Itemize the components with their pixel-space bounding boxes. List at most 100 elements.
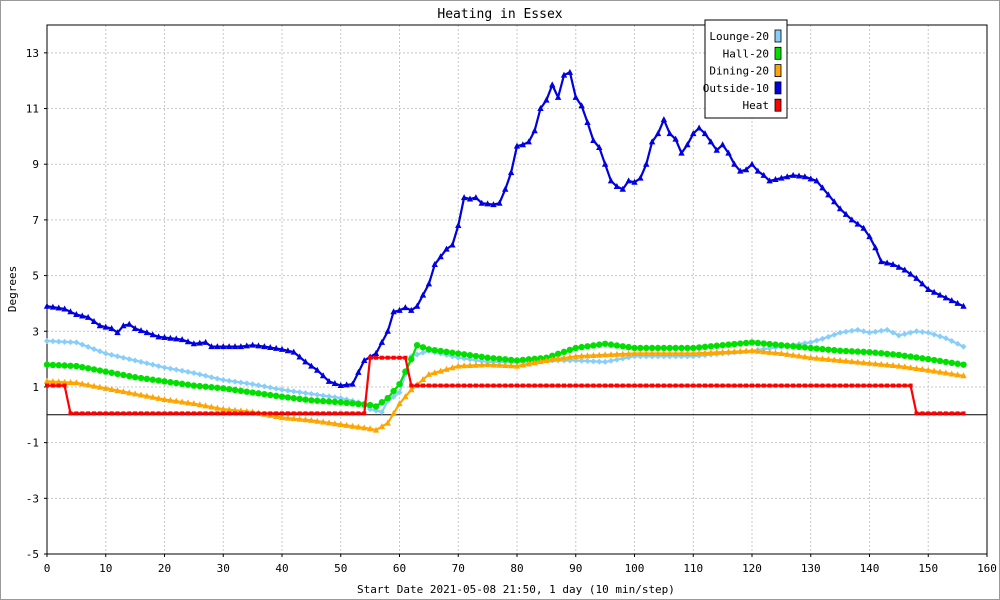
data-point [531,127,538,134]
data-point [244,411,249,416]
data-point [954,371,961,378]
data-point [895,332,902,339]
data-point [883,361,891,368]
data-point [908,383,913,388]
data-point [249,389,256,396]
data-point [214,343,221,350]
data-point [155,394,162,401]
data-point [325,419,333,426]
data-point [619,185,626,192]
data-point [532,383,537,388]
legend-label: Outside-10 [703,82,769,95]
data-point [631,344,638,352]
data-point [954,340,961,347]
data-point [61,338,68,345]
series-group [43,68,967,433]
data-point [556,383,561,388]
data-point [631,350,638,357]
data-point [814,383,819,388]
legend: Lounge-20 Hall-20 Dining-20 Outside-10 Heat [703,19,788,119]
data-point [879,383,884,388]
data-point [537,358,544,365]
data-point [397,355,402,360]
data-point [137,374,145,382]
data-point [290,415,297,422]
data-point [196,382,203,390]
data-point [319,418,327,425]
y-tick-label: 9 [32,158,39,171]
data-point [678,350,685,357]
data-point [836,205,844,212]
data-point [560,348,568,356]
data-point [97,411,102,416]
data-point [778,341,785,349]
data-point [913,354,920,361]
data-point [867,383,872,388]
data-point [327,411,331,416]
data-point [349,422,356,429]
data-point [878,350,885,357]
data-point [883,259,891,266]
data-point [155,377,162,384]
data-point [913,365,920,372]
data-point [960,302,967,309]
data-point [120,354,127,361]
data-point [49,378,57,385]
legend-swatch [774,64,782,77]
data-point [120,322,127,329]
data-point [801,353,809,360]
data-point [525,138,532,145]
data-point [601,351,609,358]
data-point [737,167,744,174]
data-point [202,402,209,409]
data-point [190,400,198,407]
data-point [331,420,339,427]
data-point [848,216,856,223]
data-point [954,360,961,367]
data-point [490,355,497,362]
data-point [550,383,555,388]
data-point [120,388,127,395]
data-point [607,341,615,348]
data-point [961,411,966,416]
data-point [79,312,86,319]
data-point [443,348,450,356]
data-point [666,130,673,137]
x-tick-label: 50 [334,562,347,575]
data-point [926,411,931,416]
data-point [455,362,462,369]
data-point [50,383,55,388]
data-point [131,390,139,397]
data-point [408,355,415,363]
data-point [196,371,203,378]
data-point [319,372,327,379]
data-point [866,329,873,336]
data-point [214,384,221,391]
data-point [114,387,121,394]
data-point [831,356,838,363]
data-point [496,361,503,368]
data-point [878,258,885,265]
data-point [667,383,672,388]
data-point [261,383,268,390]
data-point [372,403,380,410]
data-point [525,360,532,367]
data-point [96,348,103,355]
data-point [231,386,239,394]
data-point [836,356,844,363]
legend-label: Dining-20 [709,65,769,78]
data-point [456,383,461,388]
data-point [525,356,532,363]
data-point [331,394,338,401]
data-point [949,411,954,416]
data-point [619,350,626,357]
data-point [202,372,209,379]
data-point [590,342,597,349]
data-point [907,329,914,336]
data-point [179,367,186,374]
data-point [225,385,233,393]
data-point [572,93,579,100]
data-point [907,353,914,360]
data-point [308,390,315,397]
data-point [56,383,61,388]
